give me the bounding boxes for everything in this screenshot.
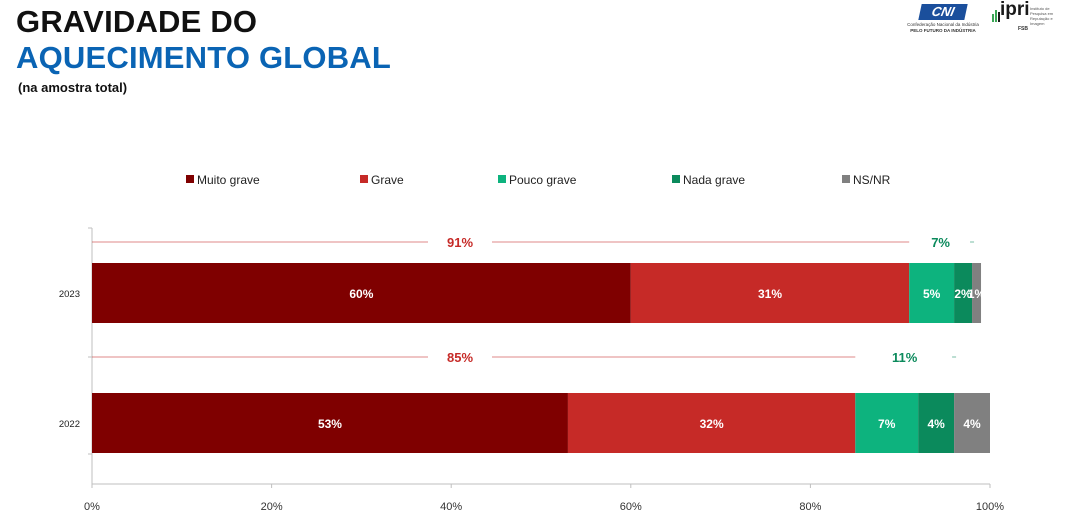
bar-2023-1	[630, 263, 910, 323]
bar-2023-2	[909, 263, 955, 323]
bar-label-2022-0: 53%	[318, 417, 342, 431]
fsb-logo-text: FSB	[1018, 26, 1028, 32]
cni-logo-name: Confederação Nacional da Indústria	[907, 22, 979, 27]
page-title-line-2: AQUECIMENTO GLOBAL	[16, 40, 392, 75]
pouco-total-label-2023: 7%	[931, 235, 950, 250]
bar-label-2023-4: 1%	[968, 287, 986, 301]
bar-2023-4	[972, 263, 982, 323]
bar-label-2022-4: 4%	[963, 417, 981, 431]
x-tick-label-5: 100%	[976, 501, 1004, 513]
bar-label-2023-0: 60%	[349, 287, 373, 301]
legend-label-1: Grave	[371, 173, 404, 187]
bar-2022-1	[567, 393, 856, 453]
legend-swatch-4	[842, 175, 850, 183]
cni-logo-tagline: PELO FUTURO DA INDÚSTRIA	[910, 28, 976, 33]
title-block: GRAVIDADE DO AQUECIMENTO GLOBAL (na amos…	[16, 4, 391, 95]
bar-label-2023-1: 31%	[758, 287, 782, 301]
x-tick-label-0: 0%	[84, 501, 100, 513]
legend-label-4: NS/NR	[853, 173, 891, 187]
pouco-total-label-2022: 11%	[892, 350, 918, 365]
ipri-logo-text: ipri	[1000, 0, 1030, 20]
bar-2022-2	[855, 393, 919, 453]
x-tick-label-4: 80%	[799, 501, 821, 513]
bar-2023-3	[954, 263, 973, 323]
page-subtitle: (na amostra total)	[18, 80, 128, 95]
legend-label-3: Nada grave	[683, 173, 745, 187]
category-label-2023: 2023	[59, 289, 80, 300]
bar-2022-4	[954, 393, 990, 453]
legend-swatch-1	[360, 175, 368, 183]
cni-logo-subtitle: Confederação Nacional da Indústria PELO …	[906, 22, 980, 34]
bar-2022-3	[918, 393, 955, 453]
bar-label-2023-2: 5%	[923, 287, 941, 301]
legend-label-0: Muito grave	[197, 173, 260, 187]
category-label-2022: 2022	[59, 419, 80, 430]
bar-2023-0	[92, 263, 631, 323]
grave-total-label-2022: 85%	[447, 350, 473, 365]
bar-label-2022-2: 7%	[878, 417, 896, 431]
bar-label-2022-1: 32%	[700, 417, 724, 431]
legend-swatch-2	[498, 175, 506, 183]
cni-logo: CNI Confederação Nacional da Indústria P…	[906, 4, 980, 36]
bar-label-2022-3: 4%	[927, 417, 945, 431]
legend-label-2: Pouco grave	[509, 173, 577, 187]
bar-label-2023-3: 2%	[954, 287, 972, 301]
legend-swatch-3	[672, 175, 680, 183]
x-tick-label-1: 20%	[261, 501, 283, 513]
x-tick-label-2: 40%	[440, 501, 462, 513]
bar-2022-0	[92, 393, 568, 453]
x-tick-label-3: 60%	[620, 501, 642, 513]
grave-total-label-2023: 91%	[447, 235, 473, 250]
ipri-logo-subtitle: Instituto de Pesquisa em Reputação e Ima…	[1030, 6, 1054, 26]
page-title-line-1: GRAVIDADE DO	[16, 4, 258, 39]
legend-swatch-0	[186, 175, 194, 183]
ipri-bars-icon	[992, 10, 1000, 22]
ipri-logo: ipri Instituto de Pesquisa em Reputação …	[992, 0, 1054, 34]
